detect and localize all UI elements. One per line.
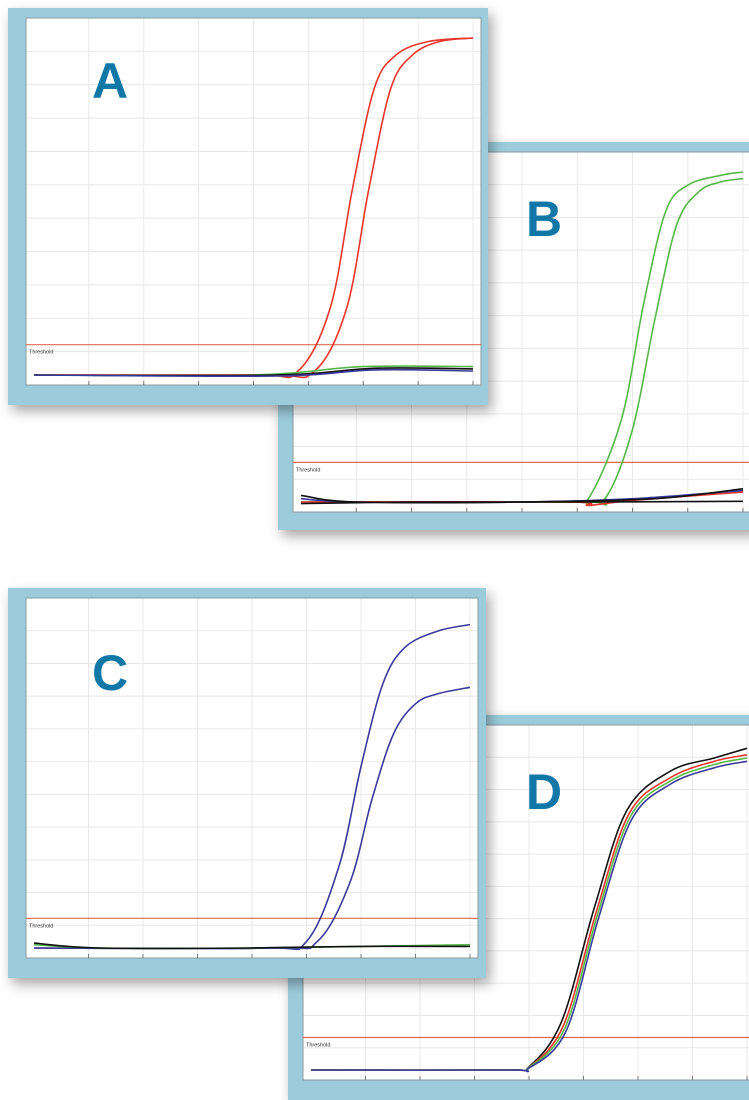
series-line-a-4 [33,368,474,378]
chart-panel-c: Threshold C [8,588,486,978]
threshold-label-d: Threshold [306,1043,330,1049]
panel-label-a: A [92,53,129,109]
threshold-label-b: Threshold [296,467,320,473]
threshold-label-c: Threshold [29,923,53,929]
panel-label-b: B [526,191,563,247]
series-line-b-5 [300,500,744,505]
panel-label-c: C [92,645,129,701]
chart-a-svg: Threshold [25,17,482,386]
threshold-label-a: Threshold [29,350,53,356]
chart-panel-a: Threshold A [8,8,488,405]
series-line-d-3 [310,760,748,1073]
series-line-c-3 [33,942,471,950]
chart-c-svg: Threshold [25,597,479,959]
panel-label-d: D [526,764,563,820]
